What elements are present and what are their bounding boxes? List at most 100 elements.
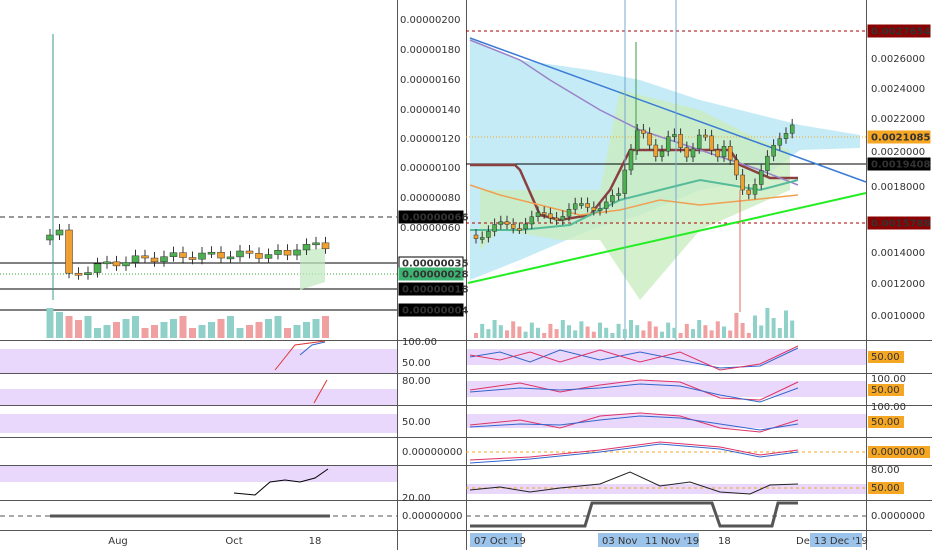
candle-body (765, 155, 770, 171)
candle-body (523, 223, 528, 230)
volume-bar (227, 316, 234, 338)
candle-body (585, 203, 590, 208)
volume-bar (217, 319, 225, 338)
volume-bar (604, 327, 609, 338)
candle-body (734, 159, 739, 176)
indicator-label: 50.00 (871, 417, 900, 428)
indicator-label: 100.00 (871, 374, 906, 385)
price-label: 0.0022000 (871, 114, 925, 125)
indicator-line (233, 468, 329, 496)
indicator-label: 100.00 (871, 402, 906, 413)
candle-body (560, 216, 566, 221)
price-label: 0.0010000 (871, 311, 925, 322)
candle-body (498, 221, 504, 225)
candle-body (473, 234, 479, 239)
candle-body (535, 212, 541, 217)
price-tag: 0.00000028 (402, 270, 468, 281)
volume-bar (579, 321, 584, 338)
volume-bar (246, 325, 253, 338)
price-label: 0.00000140 (400, 105, 460, 116)
candle-body (492, 224, 497, 232)
volume-bar (122, 319, 130, 338)
volume-bar (517, 326, 522, 338)
indicator-line (469, 443, 799, 464)
candle-body (255, 253, 263, 259)
indicator-label: 0.00000000 (402, 511, 462, 522)
candle-body (740, 174, 745, 191)
volume-bar (635, 325, 640, 338)
volume-bar (511, 321, 516, 338)
volume-bar (554, 329, 559, 338)
volume-bar (746, 333, 751, 338)
candle-body (529, 216, 535, 225)
price-tag-box (867, 216, 931, 230)
volume-bar (322, 316, 329, 338)
price-tag: 0.0019408 (871, 160, 931, 171)
volume-bar (486, 329, 491, 338)
volume-bar (208, 322, 215, 338)
volume-bar (666, 322, 671, 338)
time-label: 18 (309, 536, 322, 547)
price-tag-box (867, 157, 931, 171)
price-tag-box (398, 210, 464, 224)
volume-bar (274, 316, 282, 338)
candle-body (312, 242, 320, 246)
indicator-label: 80.00 (871, 465, 900, 476)
price-label: 0.00000180 (400, 45, 460, 56)
candle-body (504, 221, 510, 225)
indicator-line (469, 39, 799, 186)
volume-bar (132, 316, 139, 338)
candle-body (665, 136, 671, 152)
volume-bar (771, 318, 776, 338)
candle-body (771, 144, 776, 157)
volume-bar (65, 316, 73, 338)
candle-body (207, 251, 216, 255)
volume-bar (189, 328, 196, 338)
candle-body (703, 134, 708, 138)
volume-bar (678, 333, 683, 338)
volume-bar (536, 327, 540, 338)
volume-bar (734, 313, 739, 338)
volume-bar (740, 323, 745, 338)
price-tag: 0.0021085 (871, 133, 931, 144)
time-tag-box (641, 533, 699, 547)
candle-body (777, 138, 783, 146)
volume-bar (529, 322, 534, 338)
candle-body (690, 148, 696, 158)
volume-bar (284, 328, 291, 338)
candle-body (579, 203, 584, 206)
volume-bar (573, 330, 578, 338)
candle-body (566, 209, 572, 217)
trendline (469, 37, 867, 183)
candle-body (55, 229, 64, 236)
time-label: Oct (225, 536, 242, 547)
candle-body (84, 272, 92, 275)
candle-body (789, 124, 795, 134)
volume-bar (784, 310, 788, 338)
indicator-line (469, 184, 799, 216)
volume-bar (753, 315, 757, 338)
candle-body (659, 150, 665, 157)
axis-labels: 0.00000200 0.00000180 0.00000160 0.00000140… (108, 15, 931, 547)
candle-body (727, 146, 733, 161)
volume-bar (113, 322, 120, 338)
candle-body (721, 146, 727, 158)
indicator-line (313, 379, 328, 404)
volume-bar (647, 321, 652, 338)
indicator-line (299, 341, 326, 356)
volume-bar (622, 329, 627, 338)
candle-body (696, 134, 702, 150)
price-tag-box (398, 267, 464, 281)
indicator-label: 50.00 (402, 358, 431, 369)
indicator-label: 20.00 (402, 493, 431, 504)
candle-body (150, 257, 159, 263)
candle-body (160, 256, 168, 263)
volume-bar (75, 320, 82, 338)
cloud (300, 248, 325, 290)
candle-body (274, 250, 282, 255)
indicator-label: 50.00 (871, 385, 900, 396)
price-label: 0.0026000 (871, 54, 925, 65)
price-tag-box (867, 130, 931, 144)
candle-body (610, 195, 615, 203)
candle-body (622, 169, 628, 194)
